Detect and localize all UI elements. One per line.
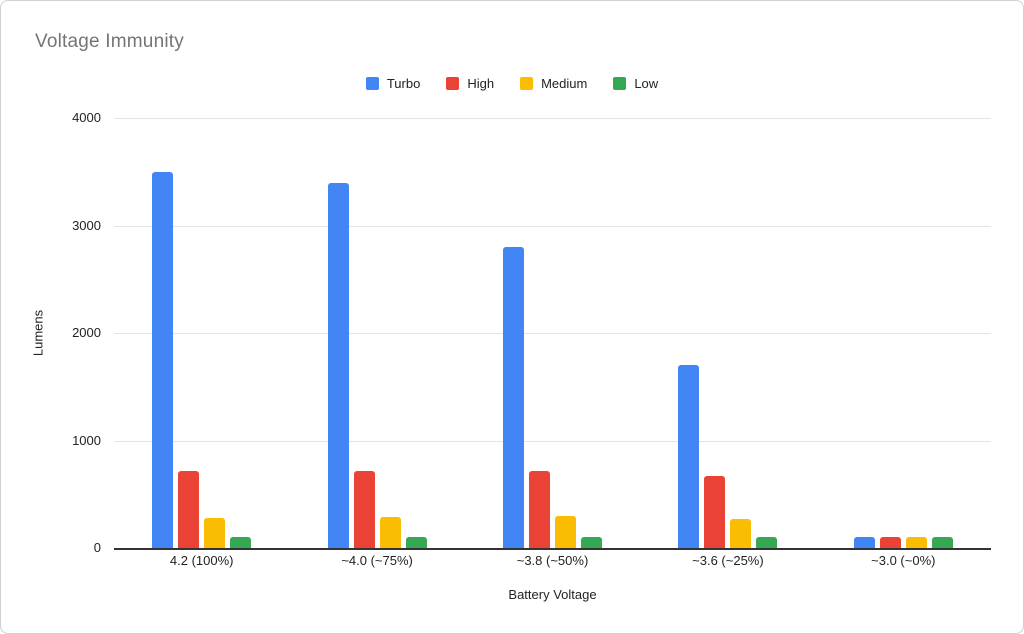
- y-tick-label-4000: 4000: [72, 110, 101, 125]
- legend-item-medium: Medium: [520, 76, 587, 91]
- x-category-label-3: ~3.6 (~25%): [692, 553, 764, 568]
- legend-item-turbo: Turbo: [365, 76, 421, 91]
- bar-group-2: [465, 118, 640, 548]
- gridline-3000: [114, 225, 991, 227]
- bar-medium-1: [379, 516, 401, 548]
- bar-medium-2: [555, 515, 577, 548]
- legend-item-low: Low: [613, 76, 658, 91]
- legend-label: Turbo: [386, 76, 421, 91]
- y-tick-label-1000: 1000: [72, 432, 101, 448]
- bar-medium-3: [730, 518, 752, 548]
- plot-area: [114, 118, 991, 550]
- bar-group-0: [114, 118, 289, 548]
- chart-legend: Turbo High Medium Low: [1, 76, 1023, 91]
- y-tick-label-2000: 2000: [72, 325, 101, 340]
- bar-low-3: [756, 537, 778, 548]
- legend-swatch-turbo: [365, 77, 379, 90]
- gridline-1000: [114, 440, 991, 442]
- legend-swatch-high: [446, 77, 460, 90]
- bar-high-4: [879, 537, 901, 548]
- bar-high-2: [529, 470, 551, 548]
- x-axis-title: Battery Voltage: [508, 587, 597, 602]
- legend-label: Low: [634, 76, 659, 91]
- bar-turbo-2: [503, 247, 525, 548]
- x-axis-labels: 4.2 (100%) ~4.0 (~75%) ~3.8 (~50%) ~3.6 (~2…: [114, 553, 991, 568]
- legend-label: High: [467, 76, 495, 91]
- y-axis-ticks: 0 1000 2000 3000 4000: [1, 110, 101, 555]
- bar-medium-4: [905, 537, 927, 548]
- bar-group-1: [289, 118, 464, 548]
- bar-group-4: [816, 118, 991, 548]
- x-category-label-1: ~4.0 (~75%): [341, 553, 413, 568]
- legend-item-high: High: [446, 76, 494, 91]
- gridline-4000: [114, 118, 991, 119]
- legend-label: Medium: [541, 76, 588, 91]
- bar-turbo-3: [678, 365, 700, 548]
- x-category-label-0: 4.2 (100%): [169, 553, 234, 568]
- bar-low-2: [581, 537, 603, 548]
- bar-low-4: [931, 537, 953, 548]
- bar-low-0: [230, 537, 252, 548]
- y-tick-label-0: 0: [93, 540, 101, 555]
- bar-group-3: [640, 118, 815, 548]
- bar-high-0: [178, 470, 200, 548]
- chart-title: Voltage Immunity: [35, 31, 184, 52]
- bar-turbo-4: [853, 537, 875, 548]
- bar-low-1: [405, 537, 427, 548]
- bar-turbo-0: [152, 171, 174, 548]
- x-category-label-2: ~3.8 (~50%): [516, 553, 589, 568]
- bar-groups: [114, 118, 991, 548]
- bar-medium-0: [204, 517, 226, 548]
- bar-high-3: [704, 475, 726, 548]
- x-category-label-4: ~3.0 (~0%): [871, 553, 936, 568]
- gridline-2000: [114, 333, 991, 334]
- y-tick-label-3000: 3000: [72, 217, 101, 233]
- legend-swatch-low: [613, 77, 627, 90]
- bar-turbo-1: [327, 182, 349, 548]
- bar-high-1: [353, 470, 375, 548]
- legend-swatch-medium: [520, 77, 534, 90]
